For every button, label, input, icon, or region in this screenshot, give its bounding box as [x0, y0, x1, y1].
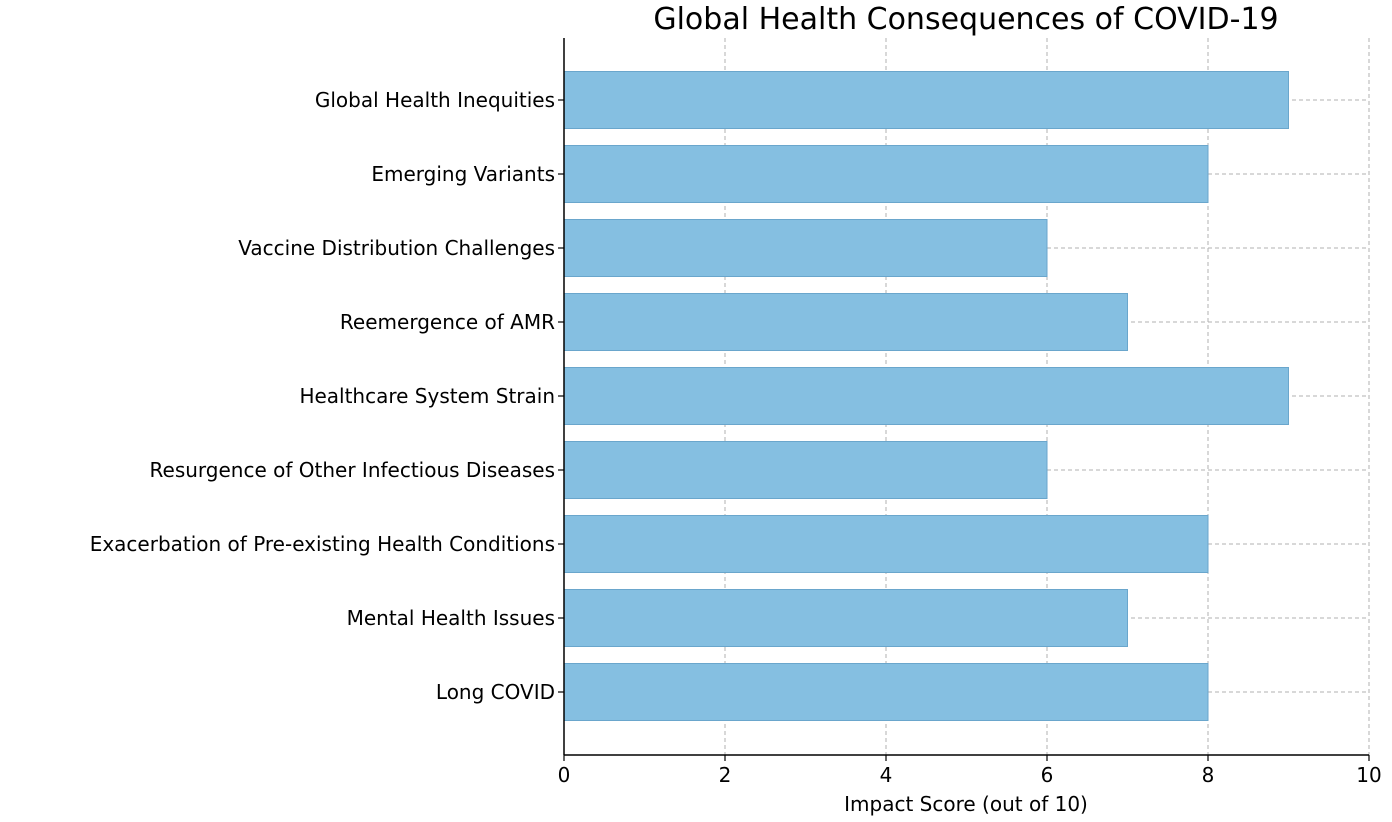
ticks-layer: 0 2 4 6 8 10	[558, 99, 1382, 787]
bar	[563, 71, 1289, 129]
category-label: Reemergence of AMR	[340, 310, 555, 334]
category-label: Global Health Inequities	[315, 88, 555, 112]
category-label: Vaccine Distribution Challenges	[238, 236, 555, 260]
bar	[563, 589, 1128, 647]
category-label: Exacerbation of Pre-existing Health Cond…	[90, 532, 555, 556]
bar	[563, 367, 1289, 425]
x-tick-label: 8	[1202, 763, 1215, 787]
bar	[563, 663, 1209, 721]
category-label: Long COVID	[436, 680, 555, 704]
x-tick-label: 2	[719, 763, 732, 787]
category-label: Resurgence of Other Infectious Diseases	[150, 458, 555, 482]
category-label: Emerging Variants	[371, 162, 555, 186]
x-axis-title: Impact Score (out of 10)	[844, 792, 1088, 816]
chart-title: Global Health Consequences of COVID-19	[653, 2, 1278, 37]
bars-layer	[563, 71, 1289, 721]
bar	[563, 441, 1048, 499]
x-tick-label: 0	[558, 763, 571, 787]
category-label: Mental Health Issues	[347, 606, 555, 630]
x-tick-label: 4	[880, 763, 893, 787]
bar	[563, 219, 1048, 277]
bar	[563, 145, 1209, 203]
x-tick-label: 10	[1356, 763, 1381, 787]
category-label: Healthcare System Strain	[299, 384, 555, 408]
bar	[563, 515, 1209, 573]
x-tick-label: 6	[1041, 763, 1054, 787]
labels-layer: Long COVID Mental Health Issues Exacerbati…	[90, 88, 555, 704]
bar	[563, 293, 1128, 351]
